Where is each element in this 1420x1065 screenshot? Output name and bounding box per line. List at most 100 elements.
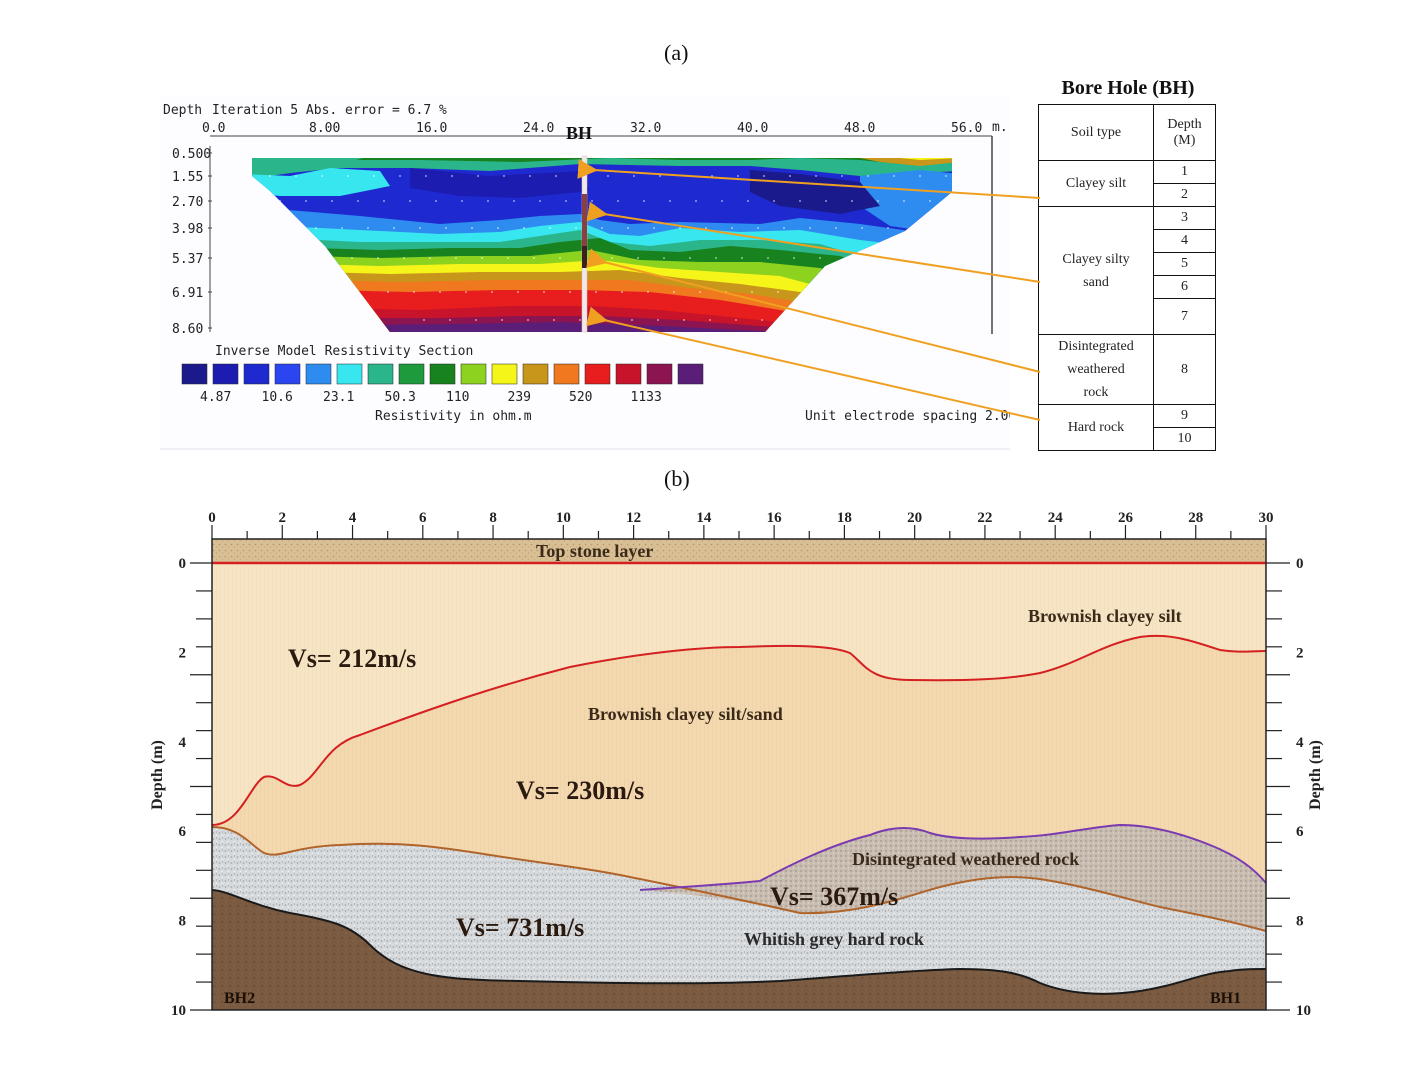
electrode-dot bbox=[721, 200, 723, 202]
section-depth-ticks: 0 0 2 2 4 4 6 6 8 8 10 10 bbox=[171, 556, 1311, 1019]
scale-swatch bbox=[491, 363, 518, 385]
electrode-dot bbox=[601, 227, 603, 229]
hard-rock-boundary bbox=[211, 826, 1267, 932]
electrode-dot bbox=[611, 257, 613, 259]
electrode-dot bbox=[799, 200, 801, 202]
electrode-dot bbox=[887, 227, 889, 229]
electrode-dot bbox=[763, 175, 765, 177]
ert-depth-tick-label: 5.37 bbox=[172, 252, 203, 267]
section-depth-label-right: 0 bbox=[1296, 556, 1304, 572]
depth-cell: 1 bbox=[1153, 160, 1216, 184]
scale-value-label: 23.1 bbox=[323, 390, 354, 405]
electrode-dot bbox=[737, 175, 739, 177]
electrode-dot bbox=[653, 227, 655, 229]
electrode-dot bbox=[777, 291, 779, 293]
electrode-dot bbox=[841, 175, 843, 177]
scale-value-label: 1133 bbox=[631, 390, 662, 405]
electrode-dot bbox=[529, 175, 531, 177]
ert-scale-caption: Resistivity in ohm.m bbox=[375, 409, 532, 424]
resistivity-color-scale bbox=[181, 363, 704, 385]
scale-swatch bbox=[398, 363, 425, 385]
electrode-dot bbox=[903, 200, 905, 202]
electrode-dot bbox=[425, 175, 427, 177]
depth-cell: 7 bbox=[1153, 298, 1216, 335]
electrode-dot bbox=[679, 227, 681, 229]
electrode-dot bbox=[487, 200, 489, 202]
soil-hard-rock: Hard rock bbox=[1038, 404, 1154, 451]
electrode-dot bbox=[357, 200, 359, 202]
electrode-dot bbox=[861, 227, 863, 229]
scale-swatch bbox=[553, 363, 580, 385]
electrode-dot bbox=[269, 175, 271, 177]
scale-value-label: 4.87 bbox=[200, 390, 231, 405]
ert-depth-header: Depth bbox=[163, 103, 202, 118]
electrode-dot bbox=[815, 175, 817, 177]
electrode-dot bbox=[731, 227, 733, 229]
label-top-stone-layer: Top stone layer bbox=[536, 541, 653, 561]
electrode-dot bbox=[605, 319, 607, 321]
depth-cell: 10 bbox=[1153, 427, 1216, 451]
electrode-dot bbox=[559, 257, 561, 259]
scale-swatch bbox=[181, 363, 208, 385]
scale-value-label: 239 bbox=[508, 390, 531, 405]
electrode-dot bbox=[657, 319, 659, 321]
electrode-dot bbox=[929, 200, 931, 202]
scale-swatch bbox=[212, 363, 239, 385]
electrode-dot bbox=[429, 257, 431, 259]
section-x-tick-label: 28 bbox=[1188, 510, 1203, 526]
section-x-tick-label: 2 bbox=[279, 510, 287, 526]
section-depth-label-right: 6 bbox=[1296, 824, 1304, 840]
depth-cell: 2 bbox=[1153, 183, 1216, 207]
borehole-column-rock bbox=[582, 246, 587, 268]
disintegrated-weathered-rock-layer bbox=[640, 825, 1266, 931]
electrode-dot bbox=[787, 319, 789, 321]
section-x-tick-label: 18 bbox=[837, 510, 852, 526]
scale-value-label: 50.3 bbox=[385, 390, 416, 405]
electrode-dot bbox=[523, 227, 525, 229]
section-depth-label-left: 2 bbox=[179, 645, 187, 661]
vs-731-label: Vs= 731m/s bbox=[456, 913, 584, 942]
section-x-tick-label: 0 bbox=[208, 510, 216, 526]
electrode-dot bbox=[699, 291, 701, 293]
electrode-dot bbox=[517, 291, 519, 293]
panel-a-label: (a) bbox=[664, 40, 689, 65]
ert-x-unit: m. bbox=[992, 120, 1008, 135]
electrode-dot bbox=[497, 227, 499, 229]
section-x-tick-label: 6 bbox=[419, 510, 427, 526]
ert-x-tick-label: 40.0 bbox=[737, 121, 768, 136]
scale-swatch bbox=[429, 363, 456, 385]
section-x-tick-label: 30 bbox=[1259, 510, 1274, 526]
electrode-dot bbox=[627, 227, 629, 229]
soil-disintegrated-weathered-rock: Disintegrated weathered rock bbox=[1038, 334, 1154, 405]
section-x-tick-label: 12 bbox=[626, 510, 641, 526]
borehole-table-title: Bore Hole (BH) bbox=[1061, 77, 1195, 99]
electrode-dot bbox=[761, 319, 763, 321]
electrode-dot bbox=[783, 227, 785, 229]
electrode-dot bbox=[367, 227, 369, 229]
electrode-dot bbox=[449, 319, 451, 321]
resistivity-section-svg: Depth Iteration 5 Abs. error = 6.7 % 0.0… bbox=[163, 103, 1010, 424]
electrode-dot bbox=[685, 175, 687, 177]
electrode-dot bbox=[533, 257, 535, 259]
geological-section-panel: 0 2 4 6 8 10 12 14 16 18 20 22 24 26 28 30 0 0 2 2 4 4 6 6 8 8 10… bbox=[140, 495, 1340, 1035]
weathered-rock-boundary bbox=[639, 823, 1267, 891]
electrode-dot bbox=[789, 175, 791, 177]
electrode-dot bbox=[423, 319, 425, 321]
electrode-dot bbox=[803, 291, 805, 293]
col-header-soil: Soil type bbox=[1038, 104, 1154, 161]
ert-section-title: Inverse Model Resistivity Section bbox=[215, 344, 473, 359]
electrode-dot bbox=[315, 227, 317, 229]
depth-cell: 5 bbox=[1153, 252, 1216, 276]
electrode-dot bbox=[393, 227, 395, 229]
bh2-label: BH2 bbox=[224, 990, 255, 1007]
electrode-dot bbox=[835, 227, 837, 229]
electrode-dot bbox=[527, 319, 529, 321]
electrode-dot bbox=[643, 200, 645, 202]
electrode-dot bbox=[377, 257, 379, 259]
ert-x-tick-label: 32.0 bbox=[630, 121, 661, 136]
electrode-dot bbox=[659, 175, 661, 177]
electrode-dot bbox=[555, 175, 557, 177]
electrode-dot bbox=[695, 200, 697, 202]
label-brownish-clayey-silt-sand: Brownish clayey silt/sand bbox=[588, 704, 783, 724]
electrode-dot bbox=[491, 291, 493, 293]
